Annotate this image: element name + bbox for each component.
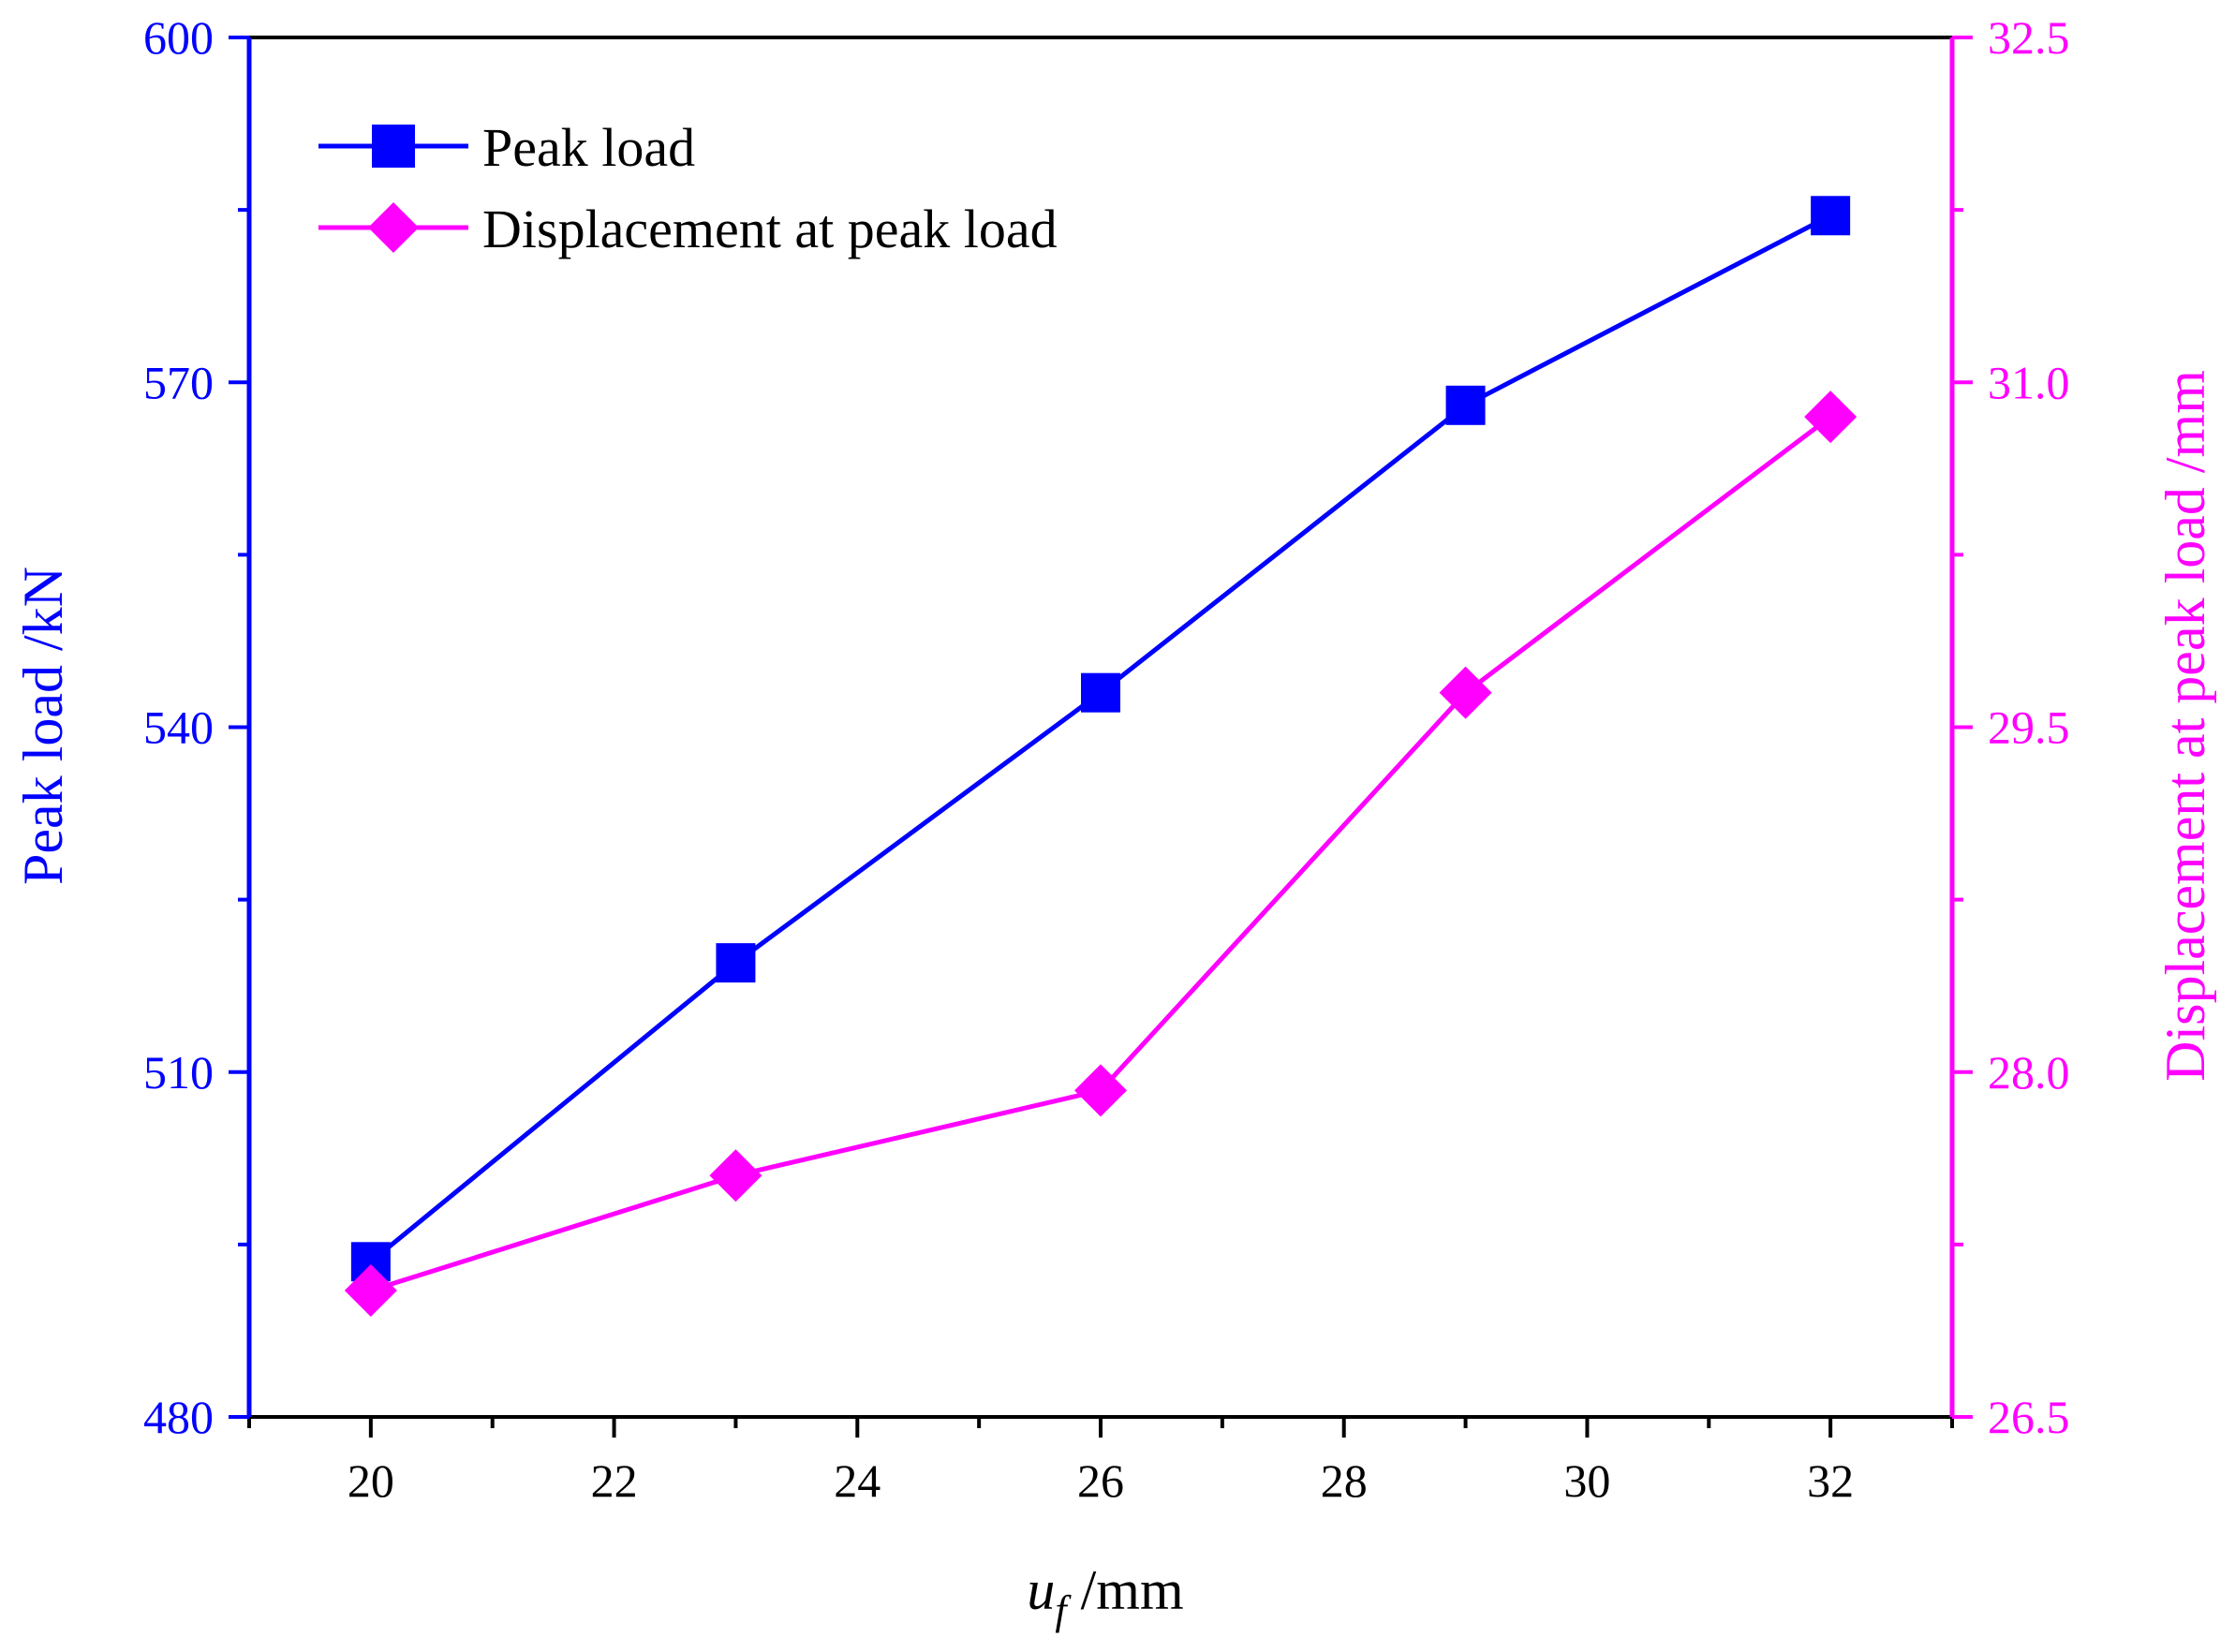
x-axis-unit: /mm	[1067, 1559, 1184, 1621]
legend-marker-square	[372, 125, 415, 168]
left-axis-ticks: 480 510 540 570 600	[143, 11, 249, 1443]
x-tick-label: 28	[1321, 1454, 1368, 1507]
data-point-square	[1811, 196, 1851, 236]
left-tick-label: 600	[143, 11, 214, 64]
right-tick-label: 28.0	[1988, 1046, 2070, 1099]
x-axis-title: uf /mm	[1027, 1559, 1183, 1633]
x-axis-ticks: 20 22 24 26 28 30 32	[247, 1417, 1954, 1507]
legend: Peak load Displacement at peak load	[318, 117, 1058, 259]
legend-label-displacement: Displacement at peak load	[482, 199, 1058, 259]
right-axis-ticks: 26.5 28.0 29.5 31.0 32.5	[1952, 11, 2070, 1443]
right-tick-label: 29.5	[1988, 701, 2070, 754]
x-tick-label: 26	[1077, 1454, 1124, 1507]
left-tick-label: 540	[143, 701, 214, 754]
legend-label-peak-load: Peak load	[482, 117, 695, 178]
left-tick-label: 480	[143, 1391, 214, 1443]
right-axis-title: Displacement at peak load /mm	[2154, 370, 2216, 1082]
x-axis-symbol: u	[1027, 1559, 1055, 1621]
x-tick-label: 24	[834, 1454, 881, 1507]
right-tick-label: 26.5	[1988, 1391, 2070, 1443]
x-tick-label: 30	[1563, 1454, 1610, 1507]
data-point-square	[716, 943, 756, 983]
left-tick-label: 510	[143, 1046, 214, 1099]
data-point-diamond	[1804, 391, 1858, 444]
legend-marker-diamond	[368, 202, 419, 253]
left-tick-label: 570	[143, 356, 214, 408]
right-tick-label: 31.0	[1988, 356, 2070, 408]
x-tick-label: 32	[1807, 1454, 1854, 1507]
data-point-diamond	[1439, 666, 1492, 719]
data-point-diamond	[1074, 1064, 1127, 1117]
x-tick-label: 22	[591, 1454, 638, 1507]
series-layer	[344, 196, 1858, 1317]
x-tick-label: 20	[348, 1454, 394, 1507]
data-point-square	[1445, 385, 1486, 425]
right-tick-label: 32.5	[1988, 11, 2070, 64]
left-axis-title: Peak load /kN	[12, 567, 74, 885]
data-point-diamond	[344, 1263, 397, 1317]
data-point-square	[1081, 672, 1120, 713]
data-point-diamond	[709, 1149, 762, 1202]
